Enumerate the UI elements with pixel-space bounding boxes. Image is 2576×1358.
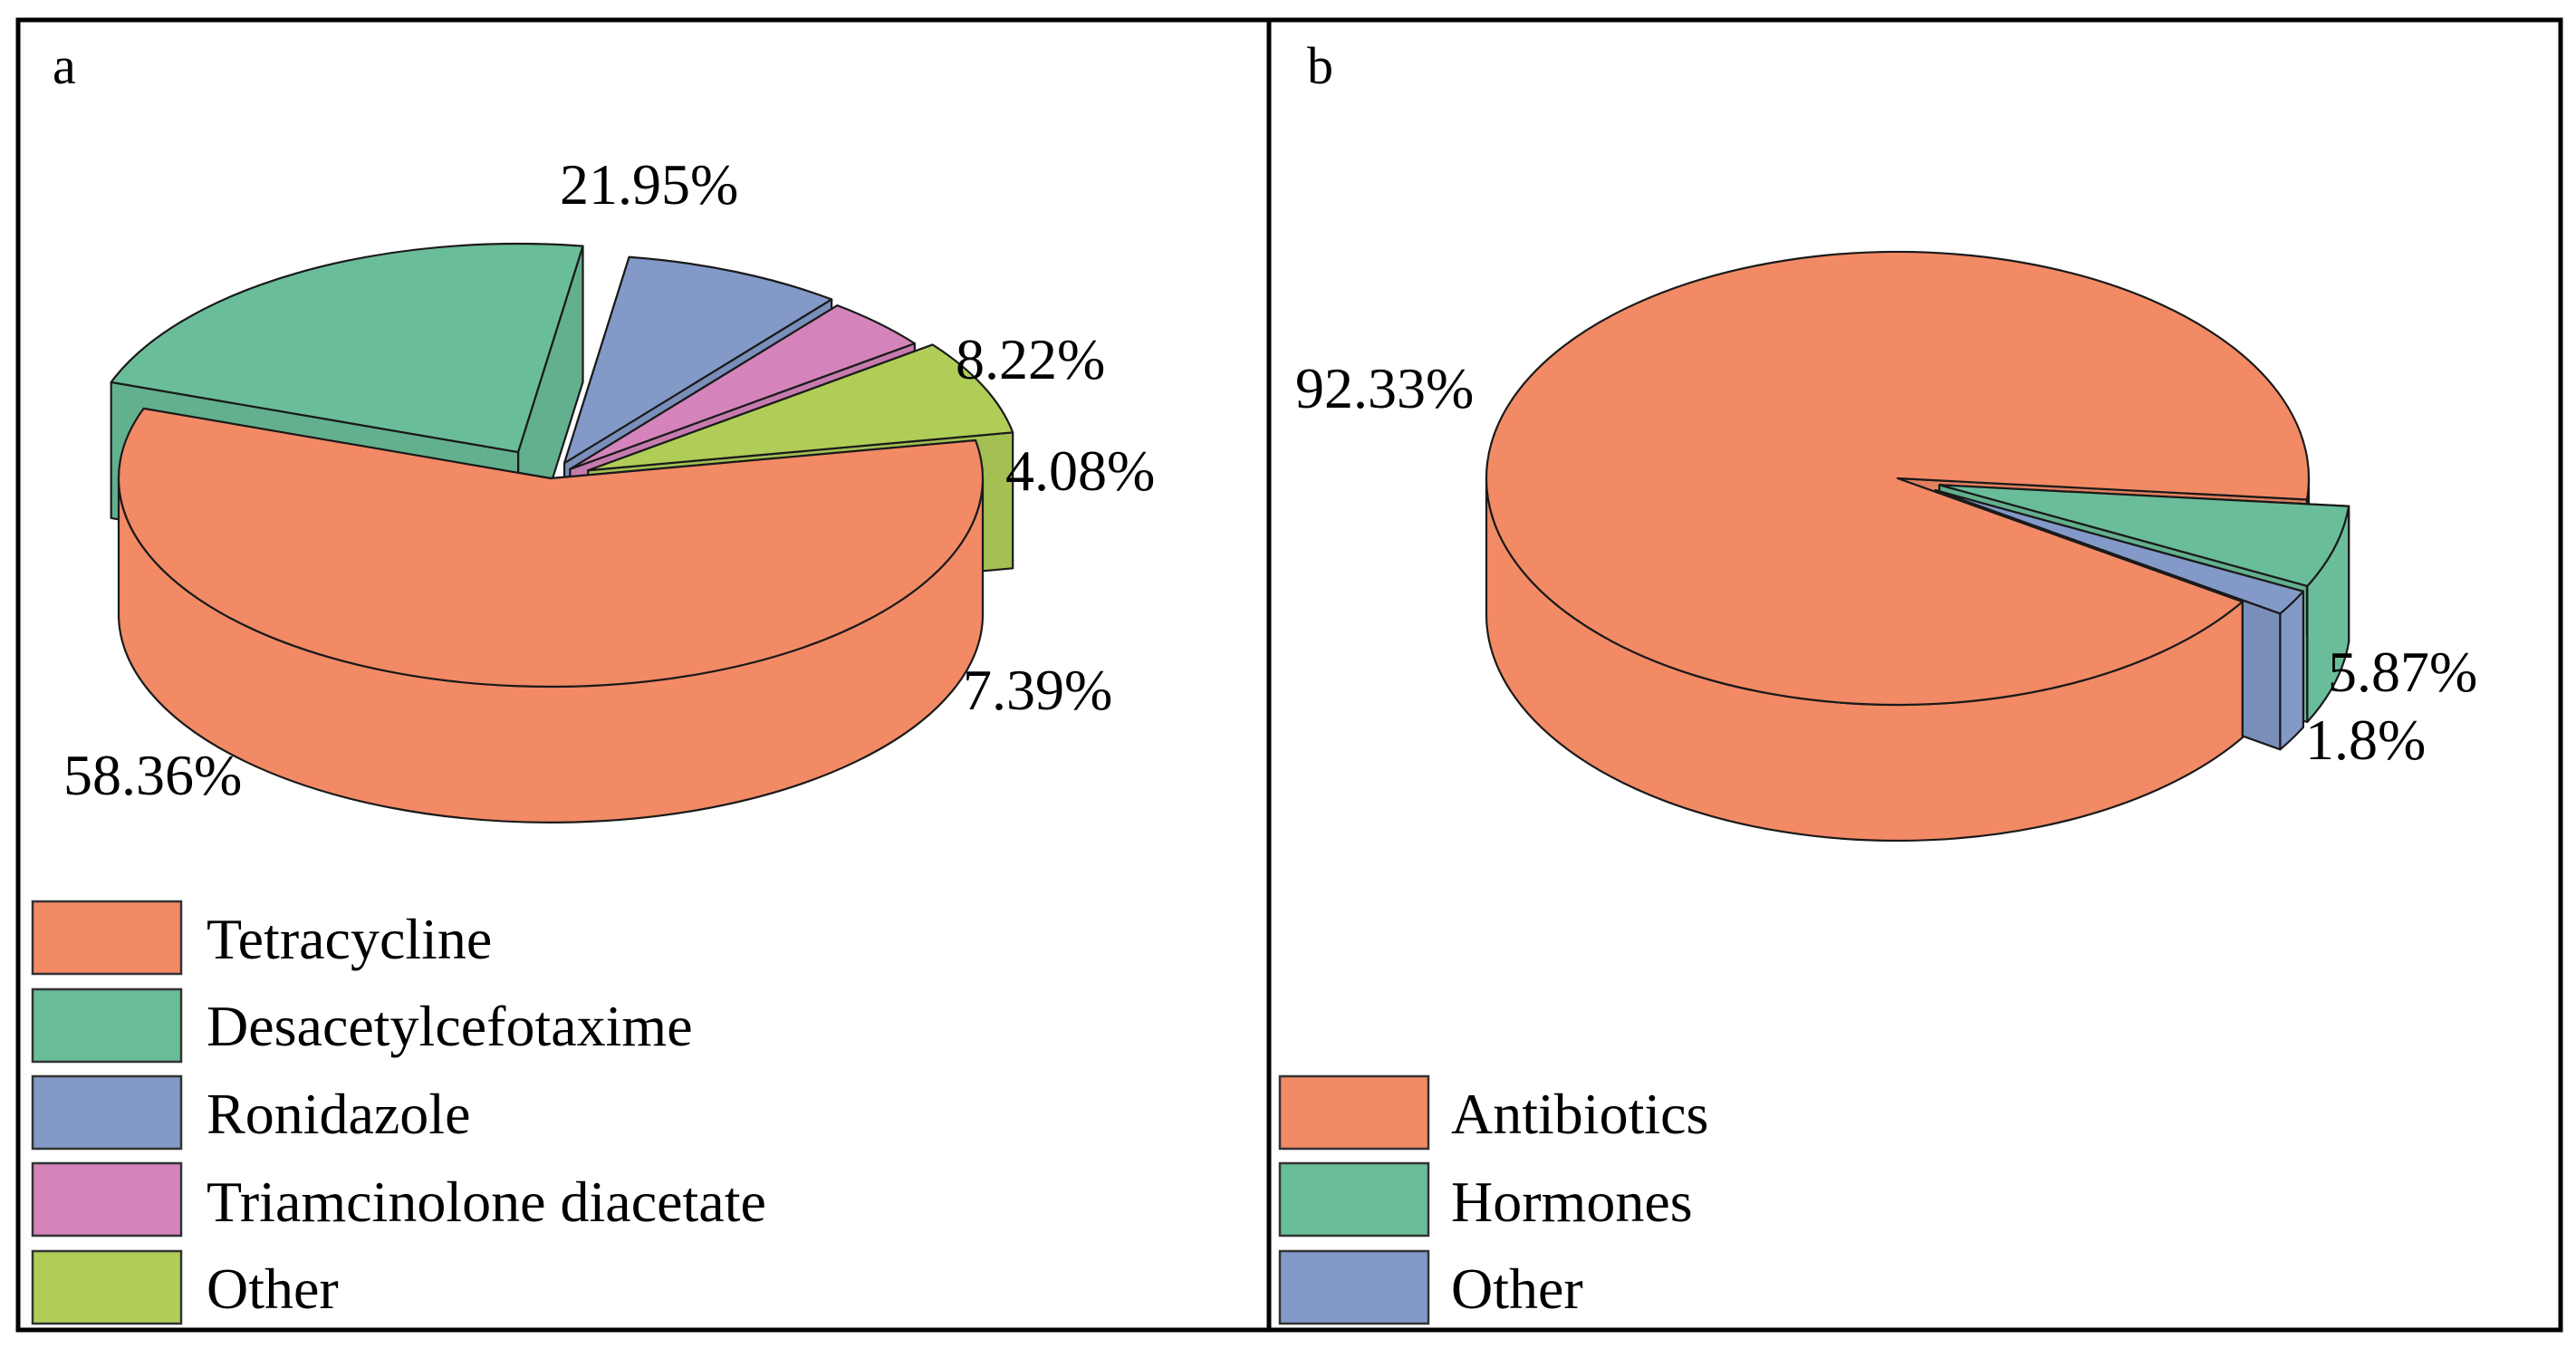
legend-a-swatch-ronidazole [31, 1074, 183, 1151]
pie-a-slice-desacetylcefotaxime [110, 242, 584, 454]
pie-b [1485, 250, 2350, 843]
pie-a-label-ronidazole: 8.22% [956, 327, 1105, 391]
legend-b-swatch-hormones [1278, 1161, 1430, 1238]
legend-b-item-hormones: Hormones [1278, 1161, 1693, 1238]
legend-a-item-triamcinolone: Triamcinolone diacetate [31, 1161, 766, 1238]
legend-b-label-other: Other [1451, 1257, 1583, 1321]
pie-b-slice-other [1934, 489, 2304, 615]
legend-a-label-desacetylcefotaxime: Desacetylcefotaxime [207, 994, 693, 1058]
pie-b-label-other: 1.8% [2305, 708, 2426, 772]
legend-a-label-other: Other [207, 1257, 339, 1321]
panel-b: b 92.33% 5.87% 1.8% Antibiotics Hormones… [1266, 17, 2563, 1333]
legend-a-item-tetracycline: Tetracycline [31, 900, 492, 976]
legend-a-item-other: Other [31, 1249, 339, 1325]
legend-b-item-other: Other [1278, 1249, 1583, 1325]
pie-a-slice-other [587, 343, 1014, 472]
panel-a-letter: a [53, 36, 76, 95]
legend-b: Antibiotics Hormones Other [1278, 1074, 1708, 1325]
pie-a-slice-ronidazole [562, 255, 833, 465]
pie-a-label-triamcinolone: 4.08% [1005, 438, 1155, 503]
pie-b-labels: 92.33% 5.87% 1.8% [1295, 356, 2477, 772]
legend-b-swatch-antibiotics [1278, 1074, 1430, 1151]
legend-a-swatch-desacetylcefotaxime [31, 987, 183, 1064]
pie-b-label-antibiotics: 92.33% [1295, 356, 1474, 420]
pie-a-slice-triamcinolone-diacetate [569, 304, 916, 470]
pie-b-slice-antibiotics [1485, 250, 2311, 707]
legend-a-swatch-tetracycline [31, 900, 183, 976]
panel-a: a 21.95% 8.22% 4.08% 7.39% 58.36% Tetrac… [15, 17, 1272, 1333]
pie-a-label-tetracycline: 58.36% [63, 743, 242, 807]
legend-b-label-antibiotics: Antibiotics [1451, 1082, 1708, 1146]
legend-b-label-hormones: Hormones [1451, 1170, 1693, 1234]
panel-b-letter: b [1307, 36, 1333, 95]
legend-a-swatch-other [31, 1249, 183, 1325]
legend-b-swatch-other [1278, 1249, 1430, 1325]
pie-a-label-desacetylcefotaxime: 21.95% [560, 152, 738, 217]
legend-a-label-triamcinolone: Triamcinolone diacetate [207, 1170, 766, 1234]
legend-a-label-tetracycline: Tetracycline [207, 907, 492, 971]
legend-a-label-ronidazole: Ronidazole [207, 1082, 470, 1146]
legend-a-swatch-triamcinolone [31, 1161, 183, 1238]
panel-b-border [1266, 17, 2563, 1333]
legend-a: Tetracycline Desacetylcefotaxime Ronidaz… [31, 900, 766, 1325]
pie-a-labels: 21.95% 8.22% 4.08% 7.39% 58.36% [63, 152, 1155, 807]
pie-b-label-hormones: 5.87% [2328, 640, 2477, 704]
pie-b-slice-hormones [1938, 484, 2350, 587]
pie-a [110, 242, 1014, 824]
legend-a-item-desacetylcefotaxime: Desacetylcefotaxime [31, 987, 693, 1064]
pie-a-label-other: 7.39% [963, 658, 1112, 722]
pie-b-side-other [2279, 590, 2304, 751]
pie-a-slice-tetracycline [117, 407, 985, 689]
legend-b-item-antibiotics: Antibiotics [1278, 1074, 1708, 1151]
legend-a-item-ronidazole: Ronidazole [31, 1074, 470, 1151]
